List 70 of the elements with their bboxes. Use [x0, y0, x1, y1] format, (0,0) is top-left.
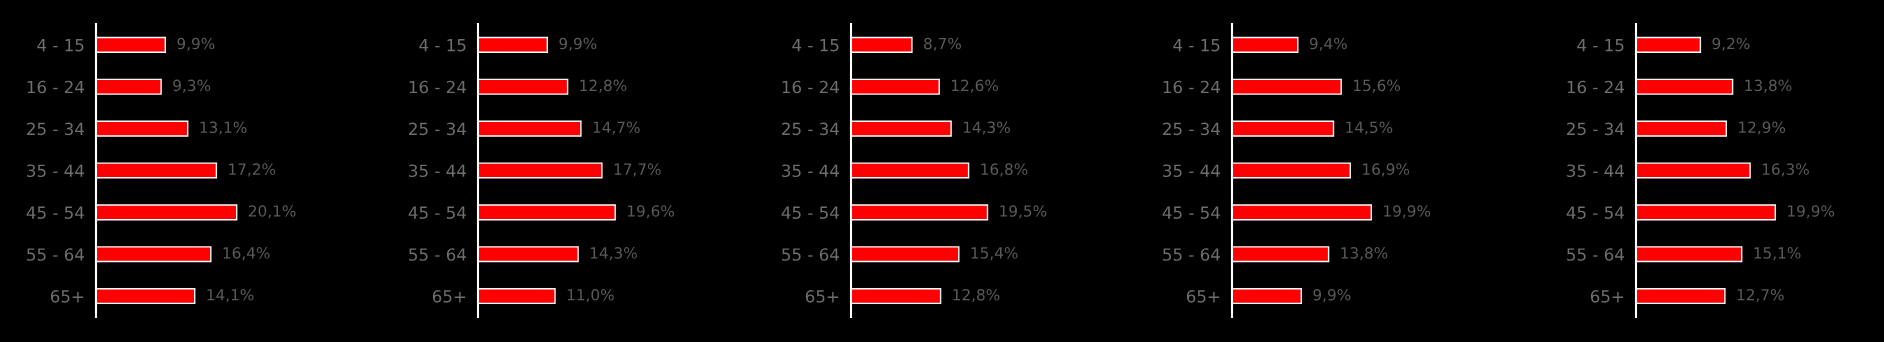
data-label: 9,9%: [1313, 288, 1351, 303]
y-tick-label: 45 - 54: [1566, 206, 1624, 219]
y-tick-label: 16 - 24: [409, 80, 466, 94]
y-tick-label: 45 - 54: [408, 206, 466, 219]
y-tick-label: 25 - 34: [782, 122, 839, 136]
data-label: 12,9%: [1739, 121, 1786, 135]
y-tick-label: 65+: [1186, 290, 1220, 303]
data-label: 14,1%: [207, 288, 254, 303]
data-label: 9,4%: [1309, 37, 1347, 51]
data-label: 16,9%: [1363, 163, 1410, 177]
y-tick-label: 35 - 44: [27, 164, 84, 178]
y-tick-label: 55 - 64: [1163, 248, 1220, 261]
data-label: 12,6%: [951, 79, 998, 93]
data-label: 13,8%: [1341, 247, 1388, 261]
y-tick-label: 65+: [1590, 290, 1624, 303]
data-label: 19,5%: [1000, 205, 1047, 219]
data-label: 9,3%: [173, 79, 211, 93]
data-label: 9,2%: [1712, 37, 1750, 51]
data-label: 12,8%: [953, 288, 1000, 303]
y-tick-label: 25 - 34: [1163, 122, 1220, 136]
y-tick-label: 45 - 54: [781, 206, 839, 219]
y-tick-label: 35 - 44: [782, 164, 839, 178]
y-tick-label: 45 - 54: [1162, 206, 1220, 219]
data-label: 9,9%: [559, 37, 597, 51]
data-label: 13,8%: [1745, 79, 1792, 93]
data-label: 13,1%: [200, 121, 247, 135]
y-tick-label: 55 - 64: [782, 248, 839, 261]
y-tick-label: 16 - 24: [1567, 80, 1624, 94]
data-label: 11,0%: [567, 288, 614, 303]
data-label: 12,8%: [580, 79, 627, 93]
y-tick-label: 65+: [805, 290, 839, 303]
y-tick-label: 4 - 15: [1577, 39, 1624, 52]
y-tick-label: 25 - 34: [1567, 122, 1624, 136]
y-tick-label: 45 - 54: [26, 206, 84, 219]
data-label: 20,1%: [248, 205, 296, 219]
data-label: 8,7%: [924, 37, 961, 51]
y-tick-label: 16 - 24: [782, 80, 839, 94]
data-label: 19,9%: [1788, 205, 1835, 219]
data-label: 9,9%: [177, 37, 215, 51]
y-tick-label: 4 - 15: [1173, 39, 1220, 52]
data-label: 16,4%: [223, 247, 270, 261]
y-tick-label: 16 - 24: [1163, 80, 1220, 94]
data-label: 15,4%: [971, 247, 1018, 261]
y-tick-label: 65+: [432, 290, 466, 303]
y-tick-label: 35 - 44: [1163, 164, 1220, 178]
y-tick-label: 25 - 34: [27, 122, 84, 136]
data-label: 14,5%: [1346, 121, 1393, 135]
y-tick-label: 16 - 24: [27, 80, 84, 94]
data-label: 14,3%: [963, 121, 1010, 135]
data-label: 15,6%: [1353, 79, 1400, 93]
y-tick-label: 35 - 44: [409, 164, 466, 178]
y-tick-label: 4 - 15: [37, 39, 84, 52]
data-label: 16,3%: [1762, 163, 1809, 177]
data-label: 19,6%: [627, 205, 674, 219]
data-label: 14,7%: [593, 121, 640, 135]
data-label: 14,3%: [590, 247, 637, 261]
data-label: 17,7%: [614, 163, 661, 177]
data-label: 16,8%: [981, 163, 1028, 177]
y-tick-label: 35 - 44: [1567, 164, 1624, 178]
y-tick-label: 4 - 15: [792, 39, 839, 52]
data-label: 19,9%: [1384, 205, 1431, 219]
y-tick-label: 55 - 64: [27, 248, 84, 261]
y-tick-label: 25 - 34: [409, 122, 466, 136]
data-label: 17,2%: [229, 163, 276, 177]
y-tick-label: 65+: [50, 290, 84, 303]
data-label: 15,1%: [1754, 247, 1801, 261]
y-tick-label: 55 - 64: [409, 248, 466, 261]
data-label: 12,7%: [1737, 288, 1784, 303]
y-tick-label: 4 - 15: [419, 39, 466, 52]
y-tick-label: 55 - 64: [1567, 248, 1624, 261]
